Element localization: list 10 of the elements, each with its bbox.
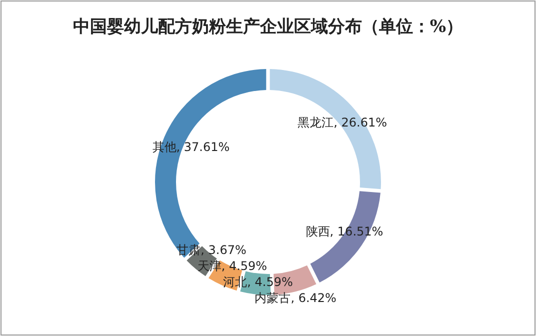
slice-label: 内蒙古 bbox=[254, 290, 291, 305]
data-label: , 37.61% bbox=[176, 140, 230, 154]
data-label: , 3.67% bbox=[200, 242, 246, 257]
data-label: , 4.59% bbox=[221, 258, 268, 273]
slice-label: 黑龙江 bbox=[298, 116, 334, 130]
slice-label: 陕西 bbox=[306, 224, 330, 239]
slice-label: 天津 bbox=[197, 258, 222, 273]
data-label: , 26.61% bbox=[334, 116, 388, 130]
data-label: , 6.42% bbox=[290, 290, 336, 305]
chart-title: 中国婴幼儿配方奶粉生产企业区域分布（单位：%） bbox=[72, 17, 464, 37]
